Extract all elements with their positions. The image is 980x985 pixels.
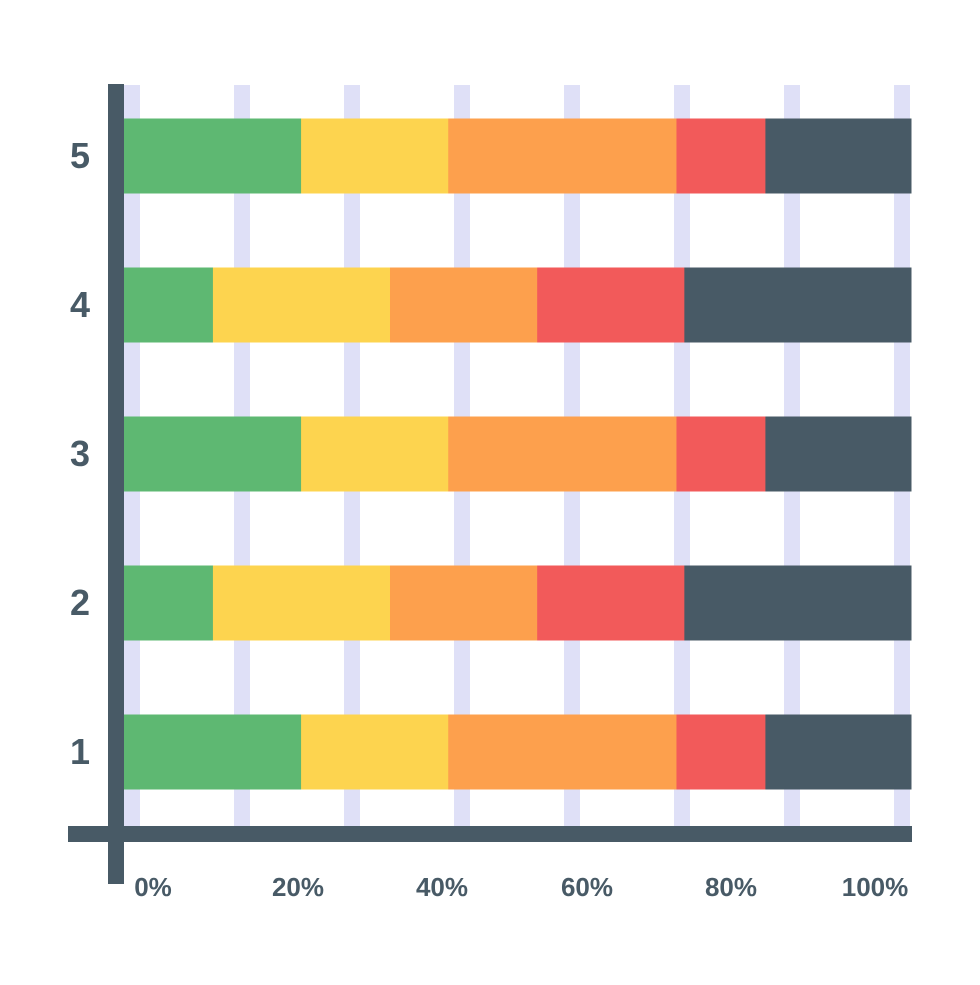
- bar-segment: [212, 267, 391, 343]
- x-tick-label: 60%: [561, 872, 613, 902]
- bar-segment: [390, 565, 538, 641]
- bar-segment: [301, 416, 449, 492]
- bar-segment: [765, 416, 912, 492]
- bar-segment: [448, 416, 677, 492]
- y-tick-label: 2: [70, 582, 90, 623]
- y-tick-label: 1: [70, 731, 90, 772]
- y-tick-label: 3: [70, 433, 90, 474]
- bar-segment: [676, 118, 766, 194]
- y-axis-line: [108, 84, 124, 884]
- bar-segment: [448, 714, 677, 790]
- y-tick-label: 4: [70, 284, 90, 325]
- bar-segment: [765, 714, 912, 790]
- bar-segment: [212, 565, 391, 641]
- x-tick-label: 100%: [842, 872, 909, 902]
- y-tick-label: 5: [70, 135, 90, 176]
- bar-segment: [765, 118, 912, 194]
- bar-segment: [124, 714, 302, 790]
- bar-segment: [390, 267, 538, 343]
- bar-segment: [124, 267, 214, 343]
- bar-segment: [684, 267, 912, 343]
- x-tick-label: 80%: [705, 872, 757, 902]
- x-tick-label: 20%: [272, 872, 324, 902]
- bar-segment: [301, 714, 449, 790]
- bar-segment: [537, 267, 685, 343]
- bar-segments: [124, 118, 912, 790]
- x-axis-line: [68, 826, 912, 842]
- bar-segment: [537, 565, 685, 641]
- bar-segment: [124, 118, 302, 194]
- bar-segment: [448, 118, 677, 194]
- bar-segment: [684, 565, 912, 641]
- x-tick-label: 40%: [416, 872, 468, 902]
- axes: [68, 84, 912, 884]
- bar-segment: [301, 118, 449, 194]
- bar-segment: [676, 714, 766, 790]
- bar-segment: [124, 565, 214, 641]
- bar-segment: [124, 416, 302, 492]
- x-tick-label: 0%: [134, 872, 172, 902]
- tick-labels: 1 2 3 4 5 0% 20% 40% 60% 80% 100%: [70, 135, 908, 902]
- bar-segment: [676, 416, 766, 492]
